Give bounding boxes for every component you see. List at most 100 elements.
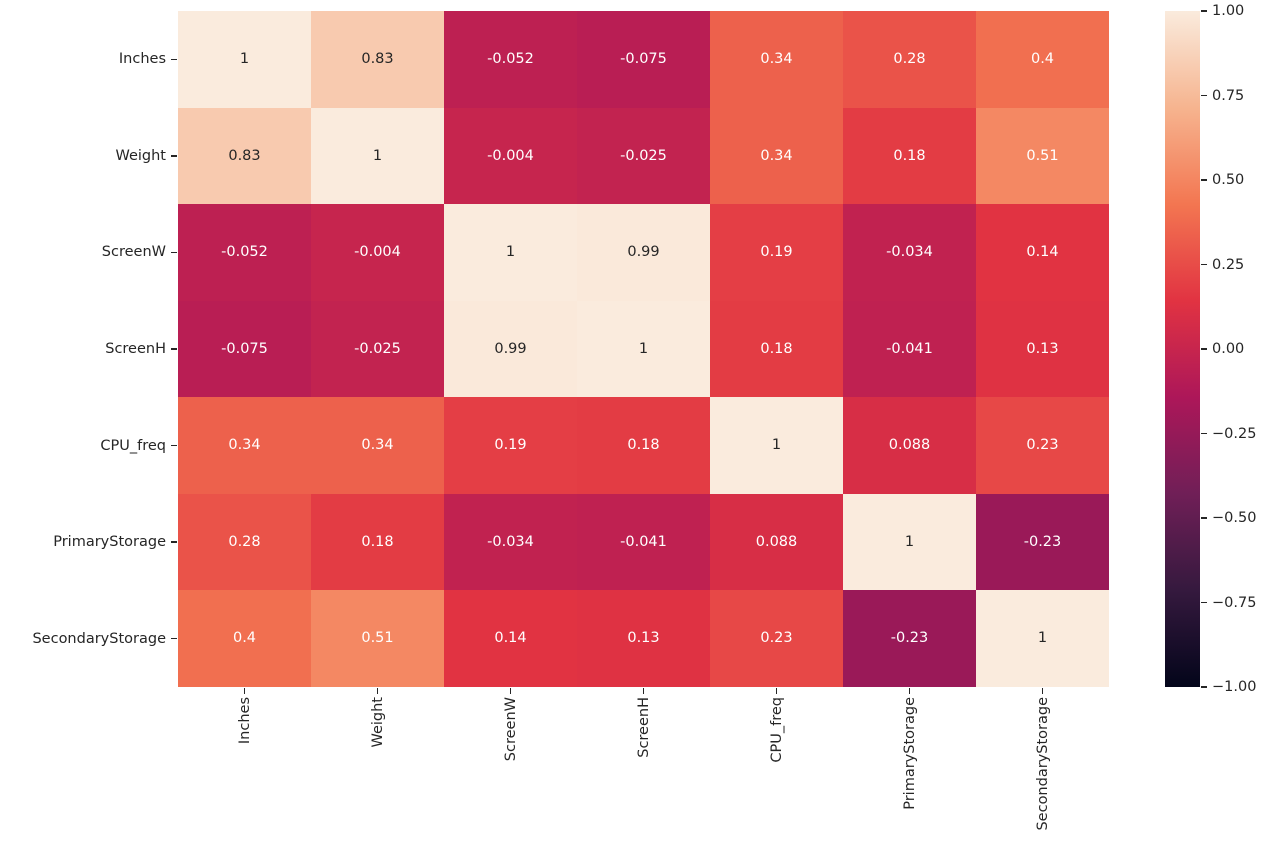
colorbar-tick-label: 0.50	[1212, 172, 1245, 188]
cell-value: 0.83	[361, 51, 394, 68]
y-axis-label: ScreenW	[101, 244, 166, 261]
heatmap-cell: 1	[311, 107, 444, 205]
cell-value: 0.13	[1026, 340, 1059, 357]
cell-value: 0.34	[228, 437, 261, 454]
x-axis-label: Weight	[369, 697, 386, 748]
heatmap-cell: 0.51	[976, 107, 1109, 205]
heatmap-cell: 0.18	[843, 107, 976, 205]
cell-value: 0.19	[760, 244, 793, 261]
y-axis-label: CPU_freq	[100, 437, 166, 454]
cell-value: 0.4	[232, 630, 257, 647]
cell-value: 0.34	[760, 147, 793, 164]
colorbar-tick-label: −1.00	[1212, 679, 1257, 695]
y-tick-mark	[171, 58, 177, 60]
heatmap-cell: 0.51	[311, 590, 444, 687]
cell-value: 0.99	[494, 340, 527, 357]
heatmap-cell: 0.13	[976, 300, 1109, 398]
x-tick-mark	[376, 688, 379, 694]
heatmap-cell: -0.23	[976, 493, 1109, 591]
cell-value: 1	[505, 244, 516, 261]
cell-value: 0.18	[627, 437, 660, 454]
heatmap-cell: 0.83	[178, 107, 311, 205]
heatmap-cell: 1	[843, 493, 976, 591]
y-tick-mark	[171, 251, 177, 254]
heatmap-cell: -0.052	[444, 11, 577, 108]
heatmap-grid: 1 0.83 -0.052 -0.075 0.34 0.28 0.4 0.83 1 -0.004 -…	[178, 11, 1109, 687]
heatmap-cell: 0.34	[710, 11, 843, 108]
x-axis-label: ScreenW	[502, 697, 519, 762]
cell-value: -0.23	[1023, 533, 1062, 550]
colorbar-tick-label: −0.25	[1212, 425, 1257, 442]
cell-value: 0.18	[760, 340, 793, 357]
colorbar-tick-mark	[1201, 10, 1207, 12]
heatmap-cell: 1	[444, 204, 577, 301]
heatmap-cell: 0.19	[710, 204, 843, 301]
cell-value: -0.041	[620, 533, 667, 550]
heatmap-cell: 0.088	[843, 397, 976, 494]
cell-value: -0.034	[886, 244, 933, 261]
heatmap-cell: -0.034	[444, 493, 577, 591]
x-axis-label: SecondaryStorage	[1034, 697, 1051, 831]
heatmap-cell: 0.99	[577, 204, 710, 301]
cell-value: 1	[904, 533, 915, 550]
heatmap-cell: 0.4	[178, 590, 311, 687]
heatmap-cell: -0.025	[311, 300, 444, 398]
heatmap-cell: 0.83	[311, 11, 444, 108]
heatmap-cell: -0.052	[178, 204, 311, 301]
heatmap-cell: -0.075	[577, 11, 710, 108]
y-tick-mark	[171, 638, 177, 640]
heatmap-cell: 1	[976, 590, 1109, 687]
cell-value: 0.23	[1026, 437, 1059, 454]
cell-value: -0.075	[620, 51, 667, 68]
heatmap-cell: -0.041	[577, 493, 710, 591]
cell-value: 0.34	[760, 51, 793, 68]
cell-value: 0.99	[627, 244, 660, 261]
heatmap-cell: -0.025	[577, 107, 710, 205]
y-axis-label: Inches	[118, 51, 166, 68]
x-tick-mark	[243, 688, 246, 694]
cell-value: 1	[638, 340, 649, 357]
cell-value: 0.34	[361, 437, 394, 454]
heatmap-cell: 0.34	[311, 397, 444, 494]
colorbar-tick-mark	[1201, 179, 1207, 181]
cell-value: 0.19	[494, 437, 527, 454]
y-axis-label: SecondaryStorage	[32, 630, 166, 647]
colorbar-tick-label: 0.75	[1212, 87, 1245, 104]
heatmap-cell: -0.041	[843, 300, 976, 398]
colorbar-tick-label: 0.25	[1212, 256, 1245, 273]
colorbar-tick-label: −0.75	[1212, 594, 1257, 611]
cell-value: -0.004	[354, 244, 401, 261]
heatmap-cell: -0.075	[178, 300, 311, 398]
colorbar-tick-mark	[1201, 348, 1207, 350]
cell-value: 1	[372, 147, 383, 164]
x-tick-mark	[775, 688, 778, 694]
y-tick-mark	[171, 541, 177, 543]
heatmap-cell: 0.18	[311, 493, 444, 591]
heatmap-cell: 0.13	[577, 590, 710, 687]
colorbar-gradient	[1165, 11, 1200, 687]
heatmap-cell: 0.23	[976, 397, 1109, 494]
cell-value: 0.4	[1030, 51, 1055, 68]
x-axis-label: Inches	[236, 697, 253, 745]
y-tick-mark	[171, 348, 177, 350]
x-tick-mark	[509, 688, 512, 694]
heatmap-cell: 1	[577, 300, 710, 398]
colorbar-tick-label: 0.00	[1212, 341, 1245, 357]
cell-value: -0.075	[221, 340, 268, 357]
cell-value: -0.034	[487, 533, 534, 550]
heatmap-cell: -0.004	[444, 107, 577, 205]
colorbar-tick-mark	[1201, 686, 1207, 688]
heatmap-cell: 0.14	[444, 590, 577, 687]
colorbar-tick-mark	[1201, 432, 1207, 435]
cell-value: 0.088	[755, 533, 798, 550]
cell-value: 0.23	[760, 630, 793, 647]
cell-value: 0.28	[893, 51, 926, 68]
x-tick-mark	[1041, 688, 1044, 694]
heatmap-cell: 0.4	[976, 11, 1109, 108]
cell-value: -0.052	[487, 51, 534, 68]
cell-value: 0.28	[228, 533, 261, 550]
colorbar-tick-mark	[1201, 601, 1207, 604]
cell-value: 0.13	[627, 630, 660, 647]
x-axis-label: CPU_freq	[768, 697, 785, 763]
